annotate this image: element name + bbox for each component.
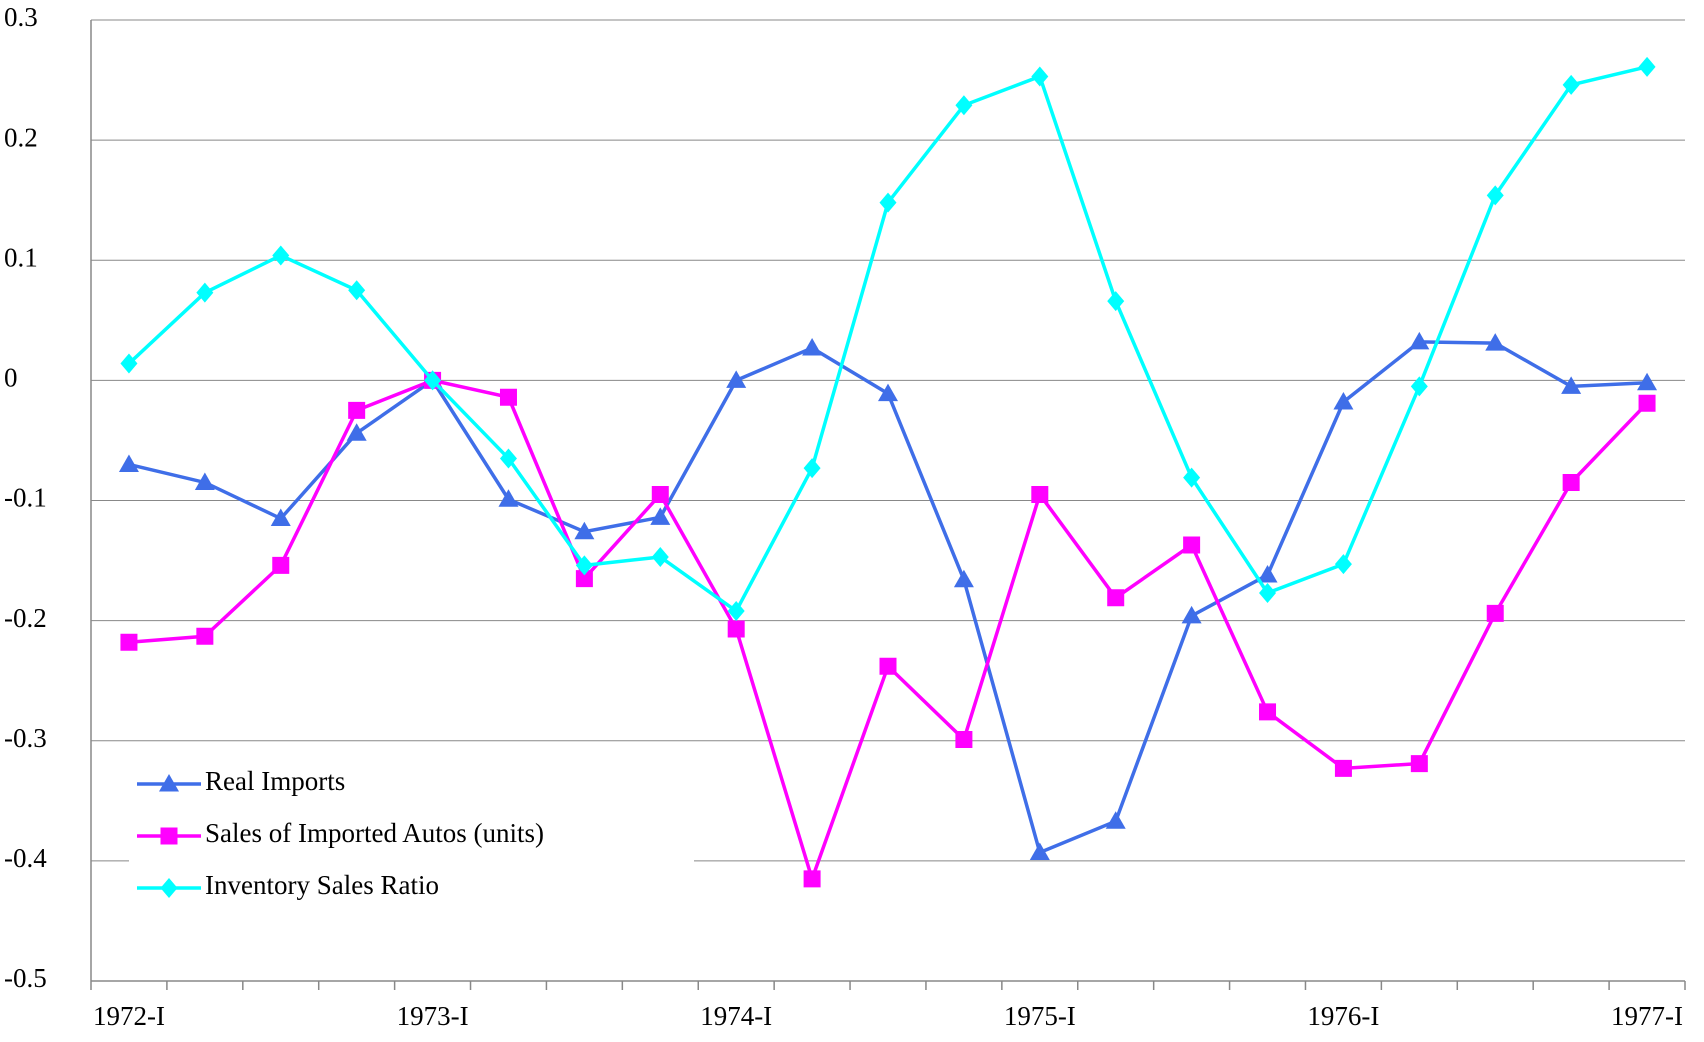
marker [272,245,290,266]
series [120,56,1656,622]
marker [272,556,290,574]
marker [348,280,366,301]
marker [1638,394,1656,412]
marker [1562,74,1580,95]
marker [803,870,821,888]
y-tick-label: 0 [4,363,18,393]
marker [651,485,669,503]
marker [1259,582,1277,603]
marker [196,627,214,645]
marker [1259,703,1277,721]
marker [879,657,897,675]
legend-label: Real Imports [205,766,345,796]
x-tick-label: 1975-I [1004,1001,1076,1031]
x-tick-label: 1973-I [397,1001,469,1031]
marker [1561,376,1582,394]
y-tick-label: -0.4 [4,843,47,873]
legend-label: Inventory Sales Ratio [205,870,439,900]
marker [651,546,669,567]
marker [194,472,215,490]
x-tick-label: 1977-I [1611,1001,1683,1031]
y-tick-label: -0.5 [4,963,47,993]
marker [1029,842,1050,860]
y-tick-label: 0.3 [4,2,38,32]
y-tick-label: -0.2 [4,603,47,633]
marker [160,827,178,845]
marker [1562,473,1580,491]
marker [1181,605,1202,624]
marker [802,337,823,356]
legend-label: Sales of Imported Autos (units) [205,818,544,848]
marker [1410,376,1428,397]
x-tick-label: 1974-I [700,1001,772,1031]
x-tick-label: 1976-I [1307,1001,1379,1031]
marker [1333,391,1354,410]
marker [1107,589,1125,607]
marker [270,508,291,527]
marker [120,353,138,374]
marker [575,555,593,576]
marker [498,489,519,507]
marker [879,192,897,213]
marker [1638,56,1656,77]
series [120,371,1656,888]
marker [1105,811,1126,829]
marker [650,507,671,525]
marker [118,454,139,472]
marker [953,569,974,588]
marker [499,448,517,469]
marker [1637,372,1658,391]
marker [1409,331,1430,350]
marker [1183,536,1201,554]
marker [1334,759,1352,777]
marker [120,633,138,651]
marker [955,95,973,116]
marker [803,458,821,479]
y-tick-label: 0.1 [4,242,38,272]
marker [1183,467,1201,488]
marker [575,570,593,588]
marker [574,521,595,540]
marker [1257,564,1278,583]
marker [196,282,214,303]
marker [1031,485,1049,503]
marker [1031,66,1049,87]
legend-box [129,750,694,922]
marker [1485,333,1506,351]
marker [1334,554,1352,575]
y-tick-label: 0.2 [4,122,38,152]
marker [424,370,442,391]
marker [1107,291,1125,312]
marker [1410,755,1428,773]
marker [726,370,747,388]
marker [499,388,517,406]
marker [727,620,745,638]
marker [727,601,745,622]
marker [160,878,178,898]
marker [159,774,179,792]
marker [1486,185,1504,206]
legend: Real Imports Sales of Imported Autos (uni… [129,750,694,922]
marker [1486,604,1504,622]
marker [348,401,366,419]
marker [346,423,367,441]
marker [878,383,898,402]
x-tick-label: 1972-I [93,1001,165,1031]
y-tick-label: -0.3 [4,723,47,753]
y-tick-label: -0.1 [4,483,47,513]
marker [955,731,973,749]
